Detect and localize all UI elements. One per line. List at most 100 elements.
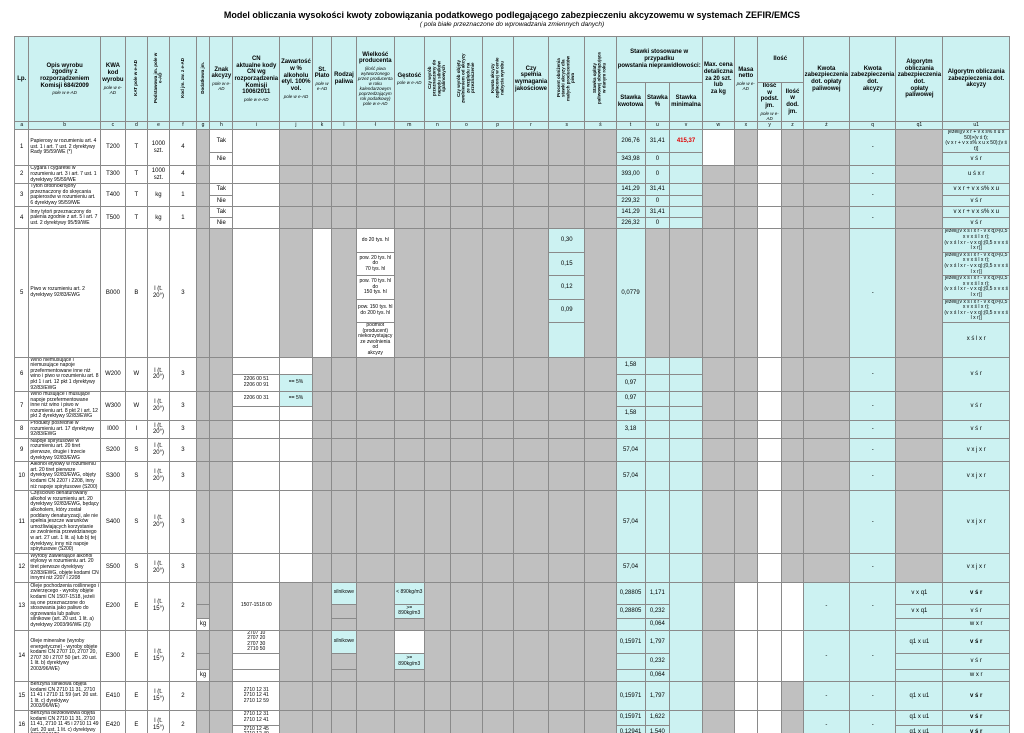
table-cell[interactable]	[756, 165, 783, 185]
table-cell[interactable]	[279, 552, 313, 583]
table-cell[interactable]	[756, 437, 783, 463]
table-cell[interactable]: Tak	[209, 128, 234, 154]
table-cell[interactable]: Nie	[209, 152, 234, 167]
table-cell[interactable]	[232, 653, 281, 671]
col-stawka-procentowa: Stawka %	[644, 82, 671, 122]
table-cell[interactable]	[232, 128, 281, 167]
cn-kod[interactable]: 2710 12 45 2710 12 49	[232, 724, 281, 733]
table-cell[interactable]: E	[124, 581, 148, 631]
table-cell[interactable]: S400	[99, 490, 126, 554]
table-cell[interactable]: E	[124, 629, 148, 683]
table-cell[interactable]	[756, 206, 783, 230]
table-cell[interactable]	[279, 437, 313, 463]
table-cell[interactable]	[232, 165, 281, 185]
table-cell[interactable]: T500	[99, 206, 126, 230]
table-cell[interactable]	[756, 552, 783, 583]
table-cell[interactable]	[701, 128, 735, 167]
table-cell[interactable]: S	[124, 552, 148, 583]
table-cell[interactable]	[781, 581, 804, 631]
table-cell[interactable]	[232, 420, 281, 439]
cn-kod[interactable]: 2206 00 31	[232, 391, 281, 407]
table-cell[interactable]: T400	[99, 183, 126, 208]
table-cell[interactable]: S200	[99, 437, 126, 463]
table-cell[interactable]: E200	[99, 581, 126, 631]
table-cell[interactable]	[756, 461, 783, 492]
table-cell[interactable]: E	[124, 681, 148, 712]
table-cell[interactable]: W300	[99, 391, 126, 422]
table-cell[interactable]: S	[124, 437, 148, 463]
table-cell[interactable]	[756, 681, 783, 712]
table-cell[interactable]: S500	[99, 552, 126, 583]
table-cell[interactable]	[232, 669, 281, 683]
table-cell[interactable]: E420	[99, 710, 126, 733]
table-cell[interactable]	[311, 228, 333, 358]
table-cell[interactable]	[756, 228, 783, 358]
table-cell[interactable]	[232, 437, 281, 463]
table-cell[interactable]	[733, 681, 758, 712]
table-cell[interactable]: T	[124, 165, 148, 185]
table-cell[interactable]: W	[124, 391, 148, 422]
table-cell[interactable]: W	[124, 356, 148, 393]
table-cell[interactable]: E410	[99, 681, 126, 712]
table-cell[interactable]: B	[124, 228, 148, 358]
table-cell[interactable]	[393, 629, 425, 655]
table-cell[interactable]	[733, 710, 758, 733]
table-cell[interactable]	[756, 710, 783, 733]
wielkosc-producenta-prog[interactable]: podmiot (producent) niekorzystający ze z…	[355, 321, 395, 358]
table-cell[interactable]	[756, 490, 783, 554]
table-cell[interactable]	[279, 356, 313, 375]
table-cell[interactable]: S300	[99, 461, 126, 492]
table-cell[interactable]: B000	[99, 228, 126, 358]
dodatkowa-jm[interactable]: kg	[195, 669, 211, 683]
table-cell[interactable]	[279, 405, 313, 422]
table-cell[interactable]: T	[124, 206, 148, 230]
table-cell[interactable]: S	[124, 490, 148, 554]
table-cell[interactable]	[232, 461, 281, 492]
table-cell[interactable]: Tak	[209, 206, 234, 219]
table-cell[interactable]: S	[124, 461, 148, 492]
table-cell[interactable]: Tak	[209, 183, 234, 196]
table-cell[interactable]	[756, 629, 783, 683]
table-cell[interactable]	[232, 356, 281, 375]
table-cell[interactable]	[279, 461, 313, 492]
table-cell[interactable]	[232, 405, 281, 422]
wielkosc-producenta-prog[interactable]: do 20 tys. hl	[355, 228, 395, 253]
table-cell[interactable]: T	[124, 128, 148, 167]
table-cell[interactable]: W200	[99, 356, 126, 393]
table-cell[interactable]	[232, 228, 281, 358]
table-cell[interactable]: I	[124, 420, 148, 439]
table-cell[interactable]	[756, 356, 783, 393]
table-cell[interactable]: Nie	[209, 217, 234, 230]
table-cell[interactable]: T300	[99, 165, 126, 185]
table-cell[interactable]	[232, 206, 281, 230]
table-cell[interactable]	[733, 629, 758, 683]
table-cell[interactable]: Nie	[209, 194, 234, 208]
table-cell[interactable]: I000	[99, 420, 126, 439]
wielkosc-producenta-prog[interactable]: pow. 20 tys. hl do 70 tys. hl	[355, 251, 395, 277]
table-cell[interactable]: T200	[99, 128, 126, 167]
table-cell[interactable]	[756, 420, 783, 439]
table-cell[interactable]	[232, 552, 281, 583]
table-cell[interactable]: T	[124, 183, 148, 208]
table-cell[interactable]	[279, 420, 313, 439]
table-cell[interactable]	[733, 581, 758, 631]
wielkosc-producenta-prog[interactable]: pow. 70 tys. hl do 150 tys. hl	[355, 275, 395, 300]
cn-kod[interactable]: 2206 00 51 2206 00 91	[232, 373, 281, 393]
table-cell[interactable]: E300	[99, 629, 126, 683]
cn-kod[interactable]: 2710 12 31 2710 12 41	[232, 710, 281, 726]
table-cell[interactable]	[756, 581, 783, 631]
table-cell[interactable]	[781, 629, 804, 683]
dodatkowa-jm[interactable]: kg	[195, 617, 211, 631]
table-cell[interactable]: E	[124, 710, 148, 733]
table-cell[interactable]	[756, 128, 783, 167]
table-cell[interactable]	[756, 183, 783, 208]
cn-kod[interactable]: 2707 10 2707 20 2707 30 2710 50	[232, 629, 281, 655]
table-cell[interactable]	[232, 183, 281, 208]
wielkosc-producenta-prog[interactable]: pow. 150 tys. hl do 200 tys. hl	[355, 298, 395, 323]
cn-kod[interactable]: 2710 12 31 2710 12 41 2710 12 59	[232, 681, 281, 712]
cn-kod[interactable]: 1507-1518 00	[232, 581, 281, 631]
table-cell[interactable]	[279, 490, 313, 554]
table-cell[interactable]	[209, 165, 234, 185]
table-cell[interactable]	[756, 391, 783, 422]
table-cell[interactable]	[232, 490, 281, 554]
